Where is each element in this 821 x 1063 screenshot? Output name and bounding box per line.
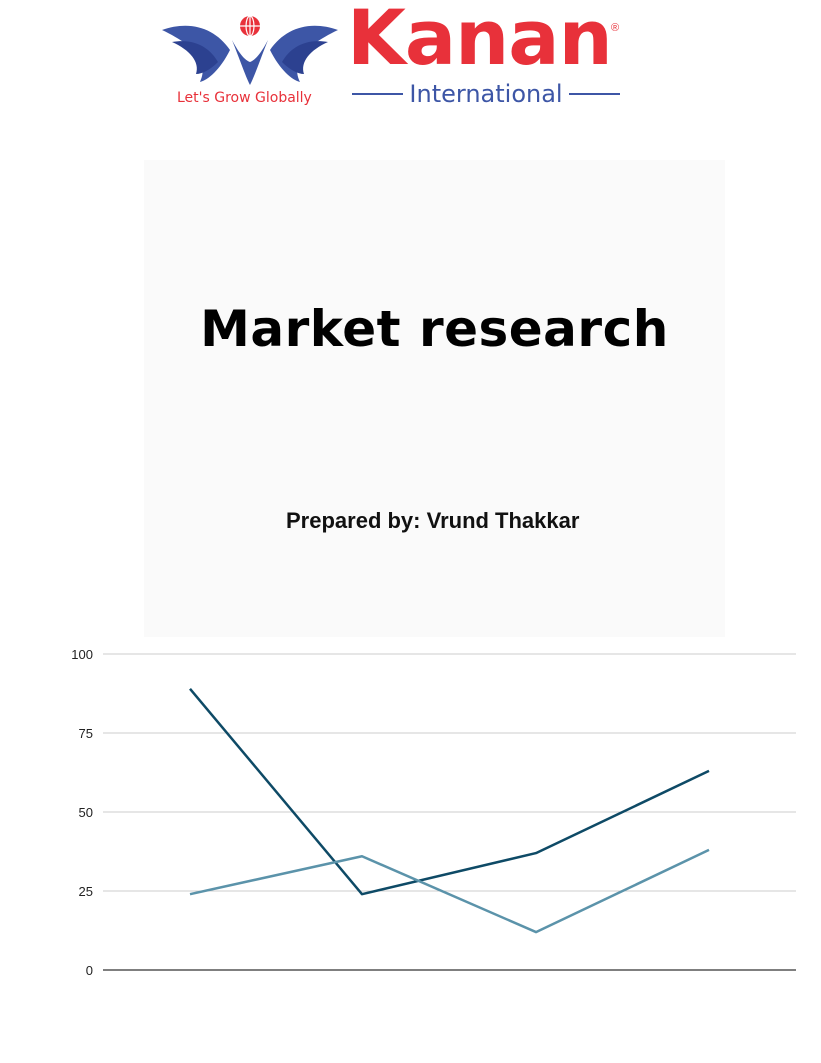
page-title: Market research bbox=[200, 300, 669, 358]
y-tick-label: 25 bbox=[79, 884, 93, 899]
y-tick-label: 0 bbox=[86, 963, 93, 978]
registered-mark: ® bbox=[611, 22, 620, 34]
cover-panel: Market research Prepared by: Vrund Thakk… bbox=[144, 160, 725, 637]
brand-logo: Let's Grow Globally Kanan ® Internationa… bbox=[160, 0, 630, 110]
series-line-2 bbox=[189, 848, 710, 934]
brand-subname-text: International bbox=[409, 80, 563, 108]
brand-name: Kanan bbox=[347, 0, 613, 82]
brand-tagline: Let's Grow Globally bbox=[177, 90, 312, 106]
y-tick-label: 100 bbox=[71, 647, 93, 662]
winged-globe-icon bbox=[162, 15, 338, 85]
y-tick-label: 50 bbox=[79, 805, 93, 820]
brand-subname: International bbox=[352, 82, 620, 106]
series-line-1 bbox=[189, 687, 710, 896]
prepared-by: Prepared by: Vrund Thakkar bbox=[286, 508, 580, 533]
y-tick-label: 75 bbox=[79, 726, 93, 741]
line-chart: 0 25 50 75 100 bbox=[71, 647, 796, 978]
